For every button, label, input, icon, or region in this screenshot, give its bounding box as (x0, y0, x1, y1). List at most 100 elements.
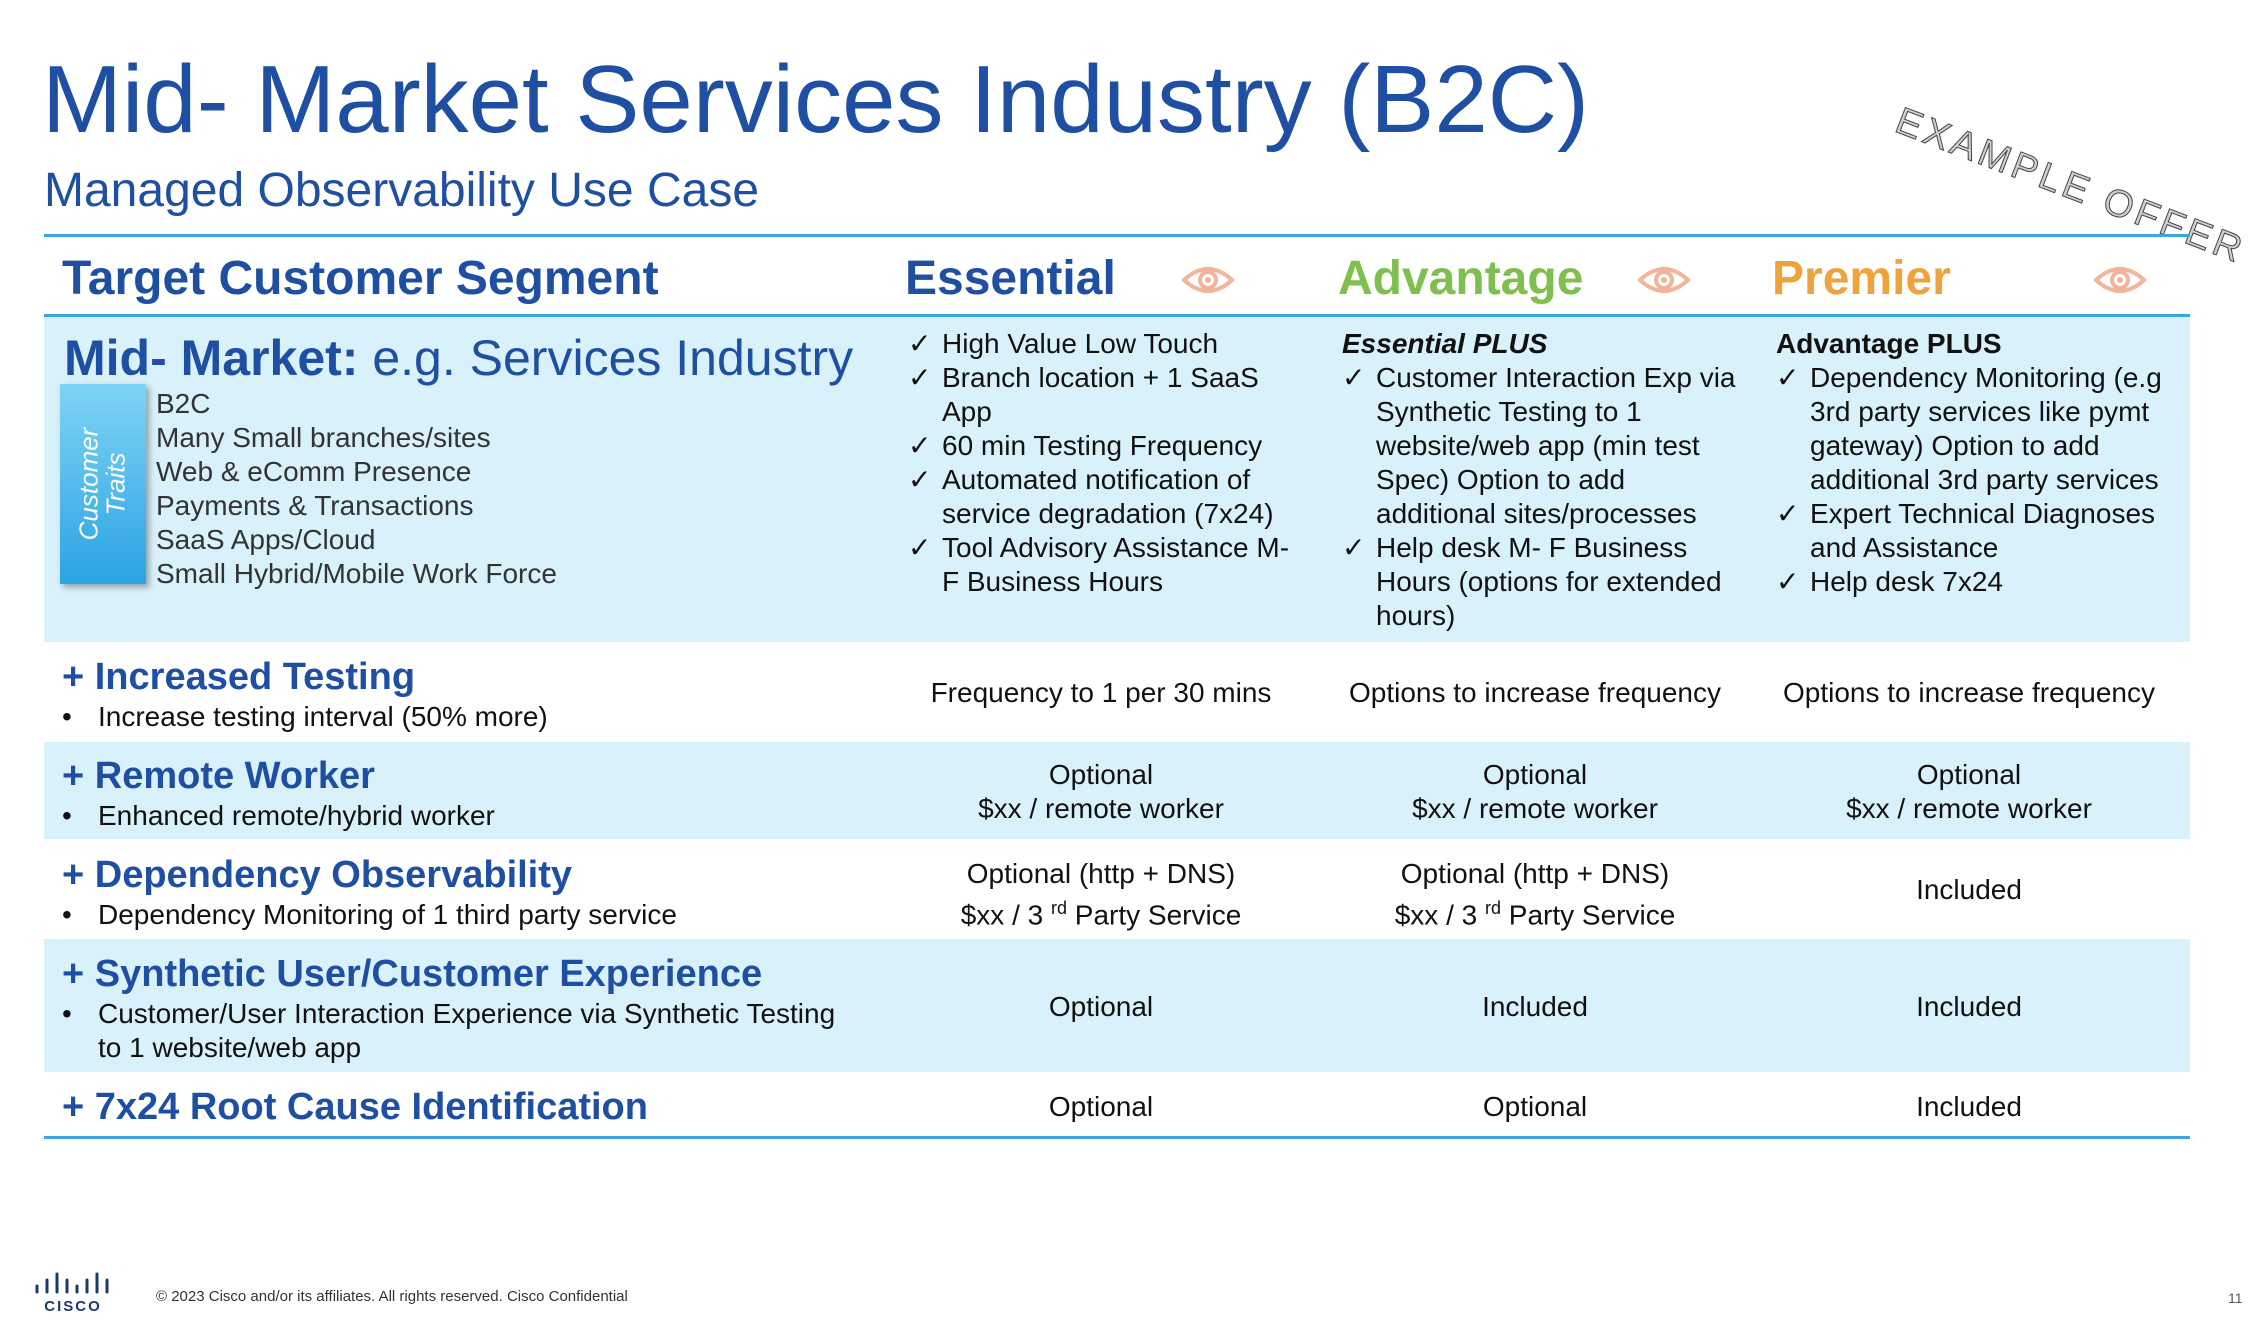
bottom-rule (44, 1136, 2190, 1139)
feature-item: ✓ Tool Advisory Assistance M- F Business … (908, 531, 1298, 599)
cisco-logo-icon: CISCO (35, 1272, 109, 1314)
feature-item: ✓ Branch location + 1 SaaS App (908, 361, 1298, 429)
row-sub: • Increase testing interval (50% more) (62, 700, 882, 734)
feature-text: High Value Low Touch (942, 328, 1219, 359)
cell-line: $xx / remote worker (978, 793, 1224, 824)
ordinal-sup: rd (1484, 898, 1501, 918)
example-offer-stamp: EXAMPLE OFFER (1889, 100, 2252, 273)
cell-line: $xx / 3 rd Party Service (1320, 891, 1750, 932)
feature-text: 60 min Testing Frequency (942, 430, 1263, 461)
check-icon: ✓ (1776, 498, 1800, 529)
row-band (44, 939, 2190, 1072)
check-icon: ✓ (1776, 566, 1800, 597)
cell-text: $xx / 3 (1394, 899, 1485, 931)
feature-item: ✓ 60 min Testing Frequency (908, 429, 1298, 463)
header-essential: Essential (905, 252, 1116, 305)
row-title-dependency-observability: + Dependency Observability (62, 854, 573, 896)
trait-item: B2C (156, 388, 211, 419)
trait-item: Small Hybrid/Mobile Work Force (156, 558, 557, 589)
feature-item: ✓ Dependency Monitoring (e.g 3rd party se… (1776, 361, 2176, 497)
cell-text: Party Service (1501, 899, 1676, 931)
row-sub-text: Dependency Monitoring of 1 third party s… (98, 899, 677, 930)
cell-line: Optional (http + DNS) (1400, 858, 1670, 889)
check-icon: ✓ (908, 532, 932, 563)
row-title-increased-testing: + Increased Testing (62, 656, 416, 698)
top-rule (44, 234, 2190, 237)
cell-text: $xx / 3 (960, 899, 1051, 931)
trait-item: Payments & Transactions (156, 490, 474, 521)
feature-item: ✓ Help desk M- F Business Hours (options … (1342, 531, 1742, 633)
cell-advantage: Optional (1482, 1091, 1588, 1122)
feature-item: ✓ Customer Interaction Exp via Synthetic … (1342, 361, 1742, 531)
customer-traits-label: Customer Traits (73, 427, 131, 541)
trait-item: Web & eComm Presence (156, 456, 472, 487)
feature-text: Automated notification of service degrad… (942, 464, 1274, 529)
advantage-features: Essential PLUS ✓ Customer Interaction Exp… (1342, 327, 1742, 633)
cell-advantage: Included (1482, 991, 1588, 1022)
trait-item: Many Small branches/sites (156, 422, 491, 453)
cell-premier: Included (1916, 874, 2022, 905)
segment-band (44, 317, 2190, 642)
cell-essential: Optional (http + DNS) $xx / 3 rd Party S… (886, 857, 1316, 932)
check-icon: ✓ (1342, 362, 1366, 393)
cell-premier: Included (1916, 1091, 2022, 1122)
feature-item: ✓ Expert Technical Diagnoses and Assistan… (1776, 497, 2176, 565)
header-rule (44, 314, 2190, 317)
trait-item: SaaS Apps/Cloud (156, 524, 376, 555)
check-icon: ✓ (908, 430, 932, 461)
cell-essential: Optional (1048, 1091, 1154, 1122)
feature-text: Help desk M- F Business Hours (options f… (1376, 532, 1722, 631)
row-band (44, 742, 2190, 839)
row-sub: • Dependency Monitoring of 1 third party … (62, 898, 882, 932)
check-icon: ✓ (908, 328, 932, 359)
row-title-root-cause: + 7x24 Root Cause Identification (62, 1086, 648, 1128)
cell-line: $xx / remote worker (1846, 793, 2092, 824)
bullet: • (62, 701, 72, 732)
eye-icon (2093, 267, 2147, 293)
segment-title-normal: e.g. Services Industry (358, 330, 854, 386)
logo-text: CISCO (44, 1298, 102, 1314)
segment-title: Mid- Market: e.g. Services Industry (64, 333, 853, 383)
cell-premier: Optional $xx / remote worker (1754, 758, 2184, 826)
tab-line-2: Traits (101, 452, 131, 516)
bullet: • (62, 800, 72, 831)
eye-icon (1181, 267, 1235, 293)
row-sub: • Enhanced remote/hybrid worker (62, 799, 882, 833)
cell-advantage: Options to increase frequency (1349, 677, 1721, 708)
advantage-head: Essential PLUS (1342, 328, 1548, 359)
feature-text: Tool Advisory Assistance M- F Business H… (942, 532, 1290, 597)
check-icon: ✓ (908, 464, 932, 495)
cell-essential: Optional $xx / remote worker (886, 758, 1316, 826)
page-title: Mid- Market Services Industry (B2C) (42, 46, 1590, 153)
feature-text: Expert Technical Diagnoses and Assistanc… (1810, 498, 2156, 563)
row-sub: • Customer/User Interaction Experience vi… (62, 997, 862, 1065)
header-premier: Premier (1772, 252, 1951, 305)
cell-line: $xx / 3 rd Party Service (886, 891, 1316, 932)
cell-line: Optional (1482, 759, 1588, 790)
header-target-segment: Target Customer Segment (62, 252, 659, 305)
ordinal-sup: rd (1050, 898, 1067, 918)
row-sub-text: Increase testing interval (50% more) (98, 701, 548, 732)
feature-text: Help desk 7x24 (1810, 566, 2004, 597)
row-title-synthetic-experience: + Synthetic User/Customer Experience (62, 953, 763, 995)
row-sub-text: Enhanced remote/hybrid worker (98, 800, 495, 831)
tab-line-1: Customer (73, 427, 104, 541)
bullet: • (62, 899, 72, 930)
cell-advantage: Optional $xx / remote worker (1320, 758, 1750, 826)
row-sub-text: Customer/User Interaction Experience via… (98, 998, 836, 1063)
page-number: 11 (2228, 1290, 2243, 1306)
footer-copyright: © 2023 Cisco and/or its affiliates. All … (156, 1288, 628, 1305)
bullet: • (62, 998, 72, 1029)
feature-item: ✓ Automated notification of service degra… (908, 463, 1298, 531)
cell-premier: Options to increase frequency (1783, 677, 2155, 708)
feature-text: Branch location + 1 SaaS App (942, 362, 1259, 427)
row-title-remote-worker: + Remote Worker (62, 755, 375, 797)
cell-advantage: Optional (http + DNS) $xx / 3 rd Party S… (1320, 857, 1750, 932)
cell-text: Party Service (1067, 899, 1242, 931)
eye-icon (1637, 267, 1691, 293)
premier-head: Advantage PLUS (1776, 328, 2002, 359)
feature-text: Dependency Monitoring (e.g 3rd party ser… (1810, 362, 2162, 495)
cell-line: Optional (1916, 759, 2022, 790)
cell-line: Optional (1048, 759, 1154, 790)
premier-features: Advantage PLUS ✓ Dependency Monitoring (e… (1776, 327, 2176, 599)
